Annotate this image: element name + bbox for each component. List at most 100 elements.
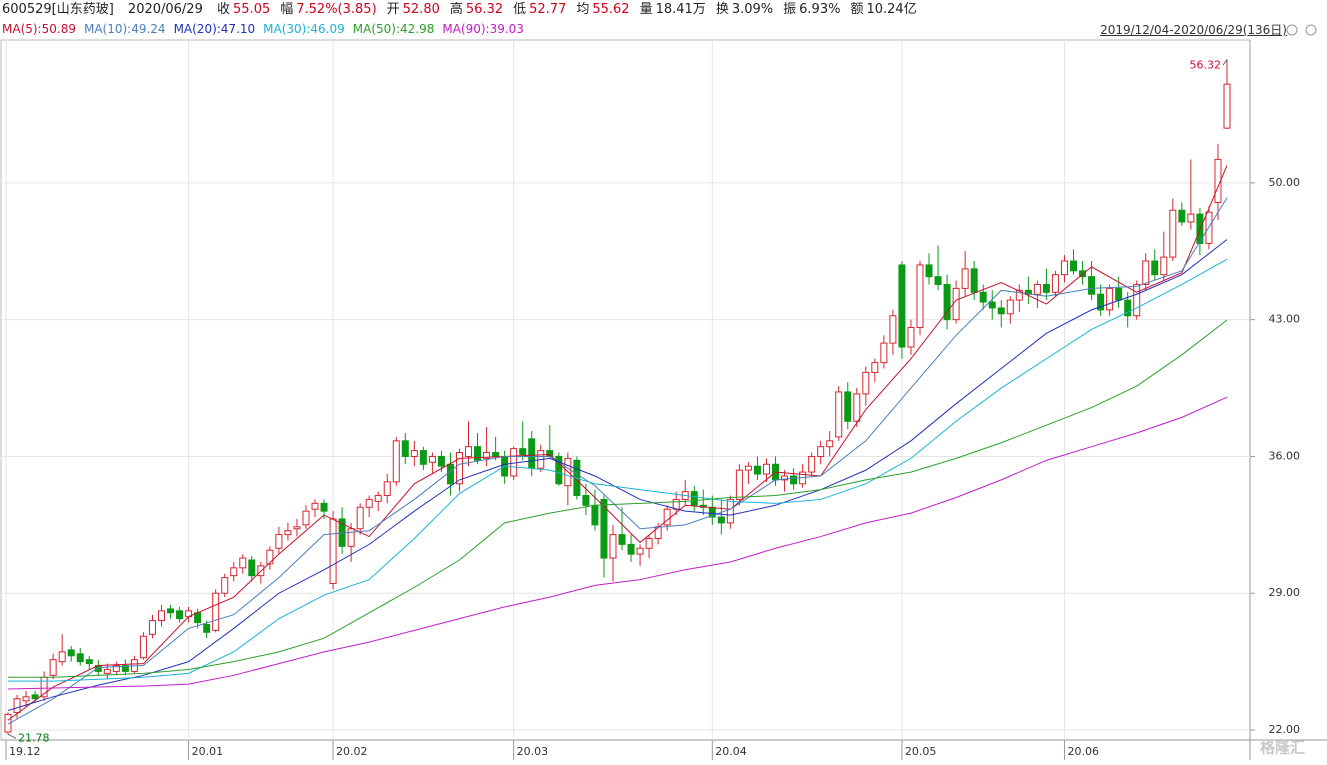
- candle-body: [49, 659, 57, 676]
- candle-body: [239, 557, 247, 569]
- candle-body: [898, 264, 906, 348]
- field-label: 均: [576, 2, 590, 17]
- x-tick-label: 20.03: [517, 745, 549, 758]
- zoom-icon[interactable]: [1286, 24, 1298, 36]
- candle-body: [943, 283, 951, 321]
- candle-body: [474, 446, 482, 461]
- x-tick-label: 20.02: [336, 745, 368, 758]
- field-value: 7.52%(3.85): [296, 2, 377, 17]
- candle-body: [1106, 287, 1114, 311]
- field-value: 55.05: [233, 2, 271, 17]
- candle-body: [419, 450, 427, 465]
- candle-body: [455, 452, 463, 485]
- y-tick-label: 43.00: [1269, 313, 1301, 326]
- candle-body: [609, 534, 617, 559]
- y-tick-label: 22.00: [1269, 723, 1301, 736]
- candle-body: [925, 264, 933, 278]
- candle-body: [1133, 283, 1141, 317]
- candle-body: [311, 502, 319, 510]
- candle-body: [356, 506, 364, 530]
- candle-body: [528, 438, 536, 469]
- candle-body: [753, 465, 761, 475]
- candle-body: [483, 452, 491, 459]
- candle-body: [167, 608, 175, 614]
- field-label: 低: [513, 2, 527, 17]
- candle-body: [781, 475, 789, 481]
- candle-body: [1115, 287, 1123, 301]
- field-value: 3.09%: [731, 2, 774, 17]
- candle-body: [591, 504, 599, 526]
- candle-body: [618, 534, 626, 545]
- candle-body: [13, 698, 21, 713]
- candle-body: [907, 326, 915, 348]
- settings-icon[interactable]: [1305, 24, 1317, 36]
- field-value: 55.62: [592, 2, 630, 17]
- field-value: 52.77: [529, 2, 567, 17]
- candle-body: [212, 592, 220, 631]
- candle-body: [67, 649, 75, 657]
- candle-body: [293, 526, 301, 530]
- candle-body: [76, 653, 84, 663]
- candle-body: [365, 498, 373, 508]
- candle-body: [148, 620, 156, 635]
- extreme-pointer: [1222, 59, 1228, 66]
- candle-body: [58, 651, 66, 663]
- legend-entry: MA(10):49.24: [83, 22, 166, 36]
- candle-body: [492, 452, 500, 457]
- candle-body: [519, 448, 527, 455]
- candle-body: [4, 713, 12, 733]
- candle-body: [790, 475, 798, 485]
- field-value: 6.93%: [799, 2, 841, 17]
- candle-body: [744, 465, 752, 471]
- candle-body: [437, 455, 445, 467]
- extreme-label: 56.32: [1190, 58, 1222, 71]
- watermark: 格隆汇: [1260, 739, 1305, 757]
- candle-body: [1069, 260, 1077, 272]
- candle-body: [410, 450, 418, 457]
- candle-body: [853, 393, 861, 422]
- field-label: 高: [449, 2, 463, 17]
- candle-body: [654, 526, 662, 540]
- candle-body: [1187, 213, 1195, 223]
- candle-body: [284, 530, 292, 536]
- field-label: 收: [217, 2, 231, 17]
- candle-body: [103, 668, 111, 674]
- candle-body: [717, 516, 725, 524]
- field-value: 52.80: [402, 2, 440, 17]
- legend-entry: MA(90):39.03: [442, 22, 524, 36]
- ma-legend: MA(5):50.89 MA(10):49.24 MA(20):47.10 MA(30…: [2, 20, 532, 38]
- candle-body: [428, 455, 436, 463]
- candle-body: [817, 446, 825, 457]
- candle-body: [221, 577, 229, 594]
- candle-body: [961, 268, 969, 289]
- x-tick-label: 20.01: [192, 745, 224, 758]
- x-tick-label: 20.05: [905, 745, 937, 758]
- quote-date: 2020/06/29: [127, 2, 203, 17]
- field-label: 幅: [280, 2, 294, 17]
- ma-line: [8, 258, 1228, 682]
- candle-body: [510, 448, 518, 477]
- candle-body: [672, 498, 680, 510]
- candle-body: [1142, 260, 1150, 285]
- candle-body: [988, 301, 996, 309]
- date-range[interactable]: 2019/12/04-2020/06/29(136日): [1100, 23, 1287, 37]
- candle-body: [320, 502, 328, 512]
- field-value: 56.32: [465, 2, 504, 17]
- ma-line: [7, 239, 1228, 711]
- y-tick-label: 29.00: [1269, 586, 1301, 599]
- candle-body: [555, 455, 563, 485]
- candle-body: [1124, 299, 1132, 317]
- candle-body: [546, 450, 554, 457]
- candle-body: [230, 567, 238, 577]
- candle-body: [970, 268, 978, 293]
- candle-body: [176, 610, 184, 620]
- candle-body: [383, 481, 391, 497]
- candle-body: [347, 528, 355, 547]
- extreme-label: 21.78: [18, 731, 50, 744]
- candle-body: [1169, 209, 1177, 258]
- x-tick-label: 20.06: [1067, 745, 1099, 758]
- candle-body: [934, 276, 942, 285]
- candle-body: [735, 469, 743, 500]
